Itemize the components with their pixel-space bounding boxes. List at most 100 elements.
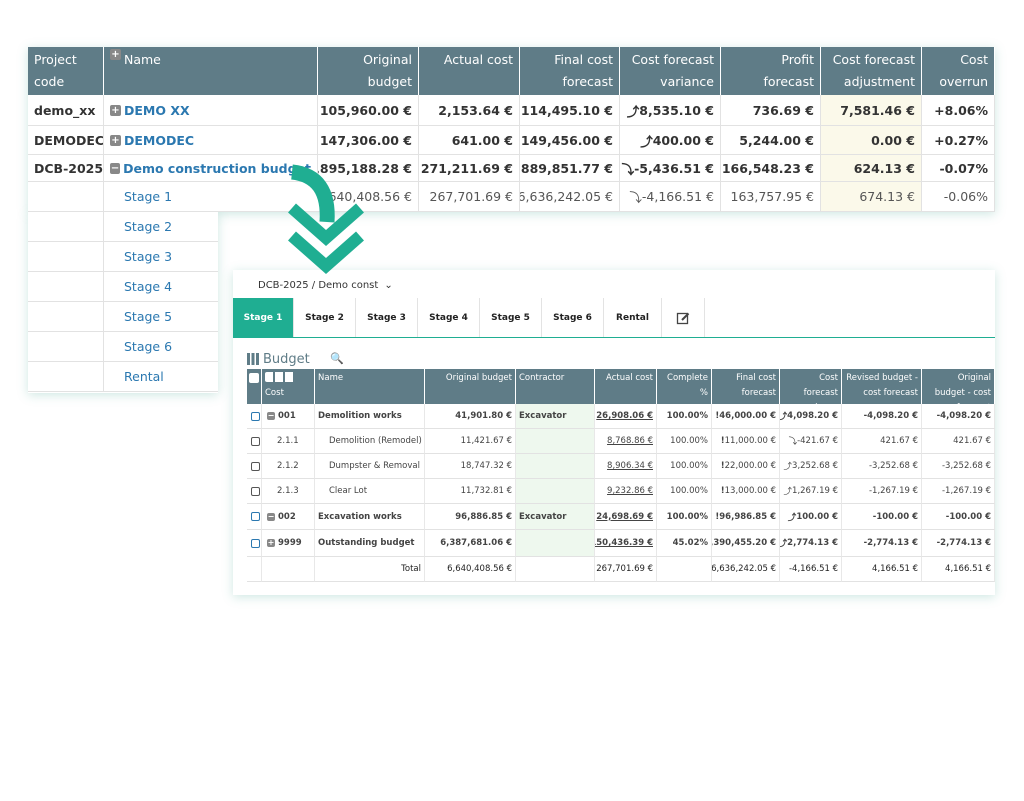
cell: 1,267.19 € <box>780 479 842 504</box>
grid-icon <box>247 353 260 365</box>
row-checkbox[interactable] <box>251 461 260 471</box>
cell[interactable]: −001 <box>262 404 315 429</box>
cell: 421.67 € <box>922 429 995 454</box>
cell: 641.00 € <box>419 126 520 155</box>
tab[interactable]: Rental <box>604 298 662 337</box>
stage-name[interactable]: Stage 3 <box>104 242 218 272</box>
cell: 2,153.64 € <box>419 95 520 126</box>
cell[interactable]: +9999 <box>262 530 315 557</box>
cell: -3,252.68 € <box>842 454 922 479</box>
cell: 45.02% <box>657 530 712 557</box>
expand-icon[interactable]: + <box>267 538 275 547</box>
chevron[interactable]: ⌄ <box>384 279 393 291</box>
expand-icon[interactable]: + <box>110 49 121 60</box>
expand-icon[interactable]: − <box>267 411 275 420</box>
tab[interactable]: Stage 1 <box>233 298 294 337</box>
stage-name[interactable]: Stage 2 <box>104 212 218 242</box>
cell: -4,166.51 € <box>620 182 721 212</box>
column-header: Original budget <box>318 47 419 95</box>
stage-name[interactable]: Stage 4 <box>104 272 218 302</box>
cell: 7,581.46 € <box>821 95 922 126</box>
expand-all-icons[interactable] <box>265 372 295 382</box>
cell: -3,252.68 € <box>922 454 995 479</box>
column-header: Cost forecast variance <box>620 47 721 95</box>
column-header[interactable]: + Name <box>104 47 318 95</box>
search-icon[interactable]: 🔍 <box>330 351 344 365</box>
stage-name[interactable]: Rental <box>104 362 218 392</box>
cell: 96,986.85 € <box>712 504 780 530</box>
cell[interactable]: −002 <box>262 504 315 530</box>
row-checkbox[interactable] <box>251 436 260 446</box>
cell: 736.69 € <box>721 95 821 126</box>
cell: -0.07% <box>922 155 995 182</box>
cell: 105,960.00 € <box>318 95 419 126</box>
column-header: Original budget <box>425 369 516 404</box>
cell: Excavator <box>516 504 595 530</box>
cell: 11,421.67 € <box>425 429 516 454</box>
cell: 7,895,188.28 € <box>318 155 419 182</box>
tab[interactable]: Stage 6 <box>542 298 604 337</box>
expand-icon[interactable]: + <box>110 134 121 146</box>
cell: 100.00% <box>657 454 712 479</box>
cell: 271,211.69 € <box>419 155 520 182</box>
tab-bar-line <box>233 337 995 338</box>
breadcrumb[interactable]: DCB-2025 / Demo const ⌄ <box>258 279 393 291</box>
row-checkbox[interactable] <box>251 486 260 496</box>
column-header: Original budget - cost forecast <box>922 369 995 404</box>
cell: 8,535.10 € <box>620 95 721 126</box>
cell: 22,000.00 € <box>712 454 780 479</box>
cell: 18,747.32 € <box>425 454 516 479</box>
column-header: Cost forecast variance <box>780 369 842 404</box>
expand-icon[interactable]: − <box>267 511 275 521</box>
cell: 2.1.3 <box>262 479 315 504</box>
expand-icon[interactable]: + <box>110 104 121 116</box>
column-header: Final cost forecast <box>712 369 780 404</box>
cell: 3,252.68 € <box>780 454 842 479</box>
stage-name[interactable]: Stage 1 <box>104 182 318 212</box>
stage-spacer <box>28 182 104 212</box>
row-checkbox[interactable] <box>251 538 260 548</box>
cell: -5,436.51 € <box>620 155 721 182</box>
checkbox-cell <box>247 557 262 582</box>
cell: -2,774.13 € <box>842 530 922 557</box>
cell: 96,886.85 € <box>425 504 516 530</box>
total-cell: Total <box>315 557 425 582</box>
cell: 267,701.69 € <box>419 182 520 212</box>
expand-icon[interactable]: − <box>110 162 121 174</box>
cell: 8,768.86 € <box>595 429 657 454</box>
cell <box>262 557 315 582</box>
cell: 5,244.00 € <box>721 126 821 155</box>
cell: Demolition works <box>315 404 425 429</box>
stage-name[interactable]: Stage 6 <box>104 332 218 362</box>
tab[interactable]: Stage 4 <box>418 298 480 337</box>
stage-name[interactable]: Stage 5 <box>104 302 218 332</box>
cell: -0.06% <box>922 182 995 212</box>
row-checkbox[interactable] <box>251 512 260 521</box>
project-name[interactable]: + DEMO XX <box>104 95 318 126</box>
cell: 114,495.10 € <box>520 95 620 126</box>
cell: 100.00% <box>657 404 712 429</box>
project-name[interactable]: + DEMODEC <box>104 126 318 155</box>
total-cell: 4,166.51 € <box>922 557 995 582</box>
cell: 100.00% <box>657 429 712 454</box>
column-header: Profit forecast <box>721 47 821 95</box>
total-cell: -4,166.51 € <box>780 557 842 582</box>
header-checkbox[interactable] <box>249 373 259 383</box>
tab[interactable]: Stage 5 <box>480 298 542 337</box>
tab[interactable]: Stage 2 <box>294 298 356 337</box>
cell: 100.00% <box>657 479 712 504</box>
cell: -100.00 € <box>922 504 995 530</box>
project-name[interactable]: − Demo construction budget <box>104 155 318 182</box>
column-header: Complete % <box>657 369 712 404</box>
cell: 6,387,681.06 € <box>425 530 516 557</box>
cell: 421.67 € <box>842 429 922 454</box>
cell: Dumpster & Removal <box>315 454 425 479</box>
cell: 13,000.00 € <box>712 479 780 504</box>
cell: 2.1.1 <box>262 429 315 454</box>
row-checkbox[interactable] <box>251 411 260 421</box>
edit-tab[interactable] <box>662 298 705 337</box>
column-header: Project code <box>28 47 104 95</box>
total-cell: 6,640,408.56 € <box>425 557 516 582</box>
tab[interactable]: Stage 3 <box>356 298 418 337</box>
